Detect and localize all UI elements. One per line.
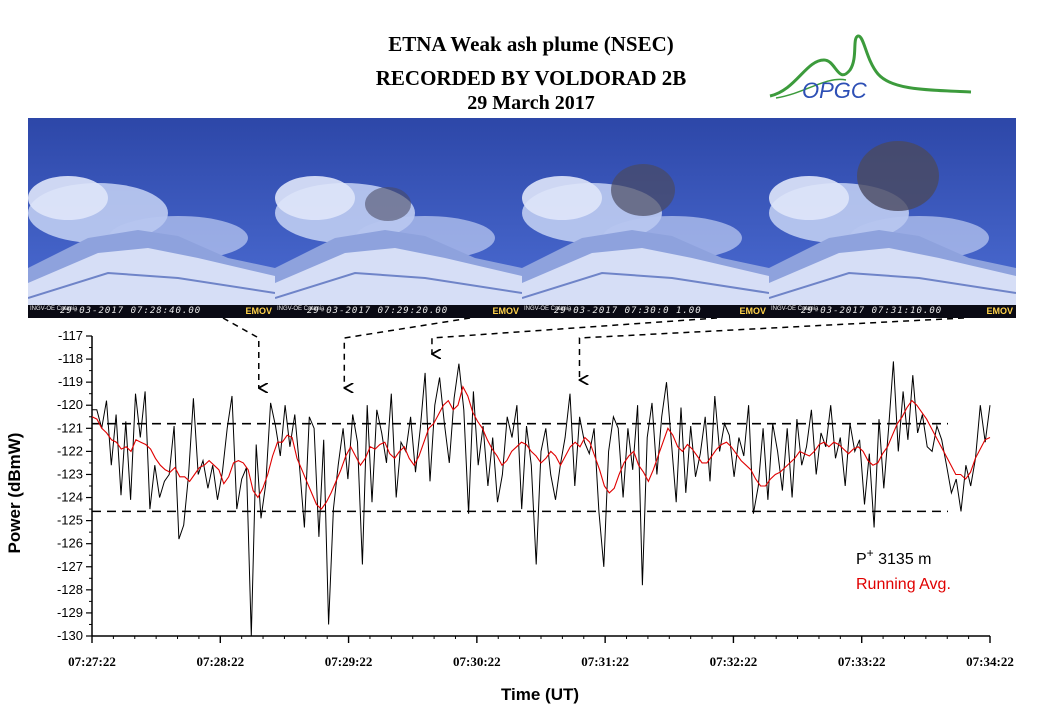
- power-chart: -117 -118 -119 -120 -121 -122 -123 -124 -125 -126…: [5, 318, 1014, 704]
- x-tick-label: 07:32:22: [710, 654, 758, 669]
- photo-brand: EMOV: [986, 306, 1013, 316]
- y-tick-label: -120: [57, 397, 83, 412]
- y-tick-label: -129: [57, 605, 83, 620]
- webcam-photo-strip: INGV-OE Catania 29-03-2017 07:28:40.00 EMO…: [28, 118, 1016, 318]
- x-tick-label: 07:33:22: [838, 654, 886, 669]
- webcam-photo-3: INGV-OE Catania 29-03-2017 07:30:0 1.00 EM…: [522, 118, 769, 318]
- institute-label: INGV-OE Catania: [524, 306, 572, 312]
- webcam-photo-2: INGV-OE Catania 29-03-2017 07:29:20.00 EMO…: [275, 118, 522, 318]
- institute-label: INGV-OE Catania: [771, 306, 819, 312]
- photo-connectors: [222, 318, 965, 388]
- legend: P+ 3135 m Running Avg.: [856, 546, 951, 593]
- y-axis: -117 -118 -119 -120 -121 -122 -123 -124 -125 -126…: [57, 328, 93, 643]
- x-axis-label: Time (UT): [501, 685, 579, 704]
- x-axis: 07:27:22 07:28:22 07:29:22 07:30:22 07:31:22…: [68, 635, 1014, 669]
- x-tick-label: 07:31:22: [581, 654, 629, 669]
- y-tick-label: -118: [58, 351, 83, 366]
- photo-brand: EMOV: [492, 306, 519, 316]
- photo-timestamp: 29-03-2017 07:30:0 1.00: [554, 306, 702, 316]
- y-tick-label: -117: [58, 328, 83, 343]
- photo-timestamp: 29-03-2017 07:29:20.00: [307, 306, 449, 316]
- photo-timestamp-bar: INGV-OE Catania 29-03-2017 07:29:20.00 EMO…: [275, 305, 522, 318]
- photo-brand: EMOV: [739, 306, 766, 316]
- logo-text: OPGC: [802, 78, 867, 103]
- photo-time-arrow: [432, 318, 718, 354]
- institute-label: INGV-OE Catania: [277, 306, 325, 312]
- photo-time-arrow: [579, 318, 965, 380]
- x-tick-label: 07:28:22: [196, 654, 244, 669]
- opgc-logo: OPGC: [766, 30, 976, 105]
- webcam-photo-4: INGV-OE Catania 29-03-2017 07:31:10.00 EMO…: [769, 118, 1016, 318]
- y-tick-label: -130: [57, 628, 83, 643]
- photo-timestamp: 29-03-2017 07:28:40.00: [60, 306, 202, 316]
- legend-entry-power: P+ 3135 m: [856, 546, 932, 568]
- title-line-2: RECORDED BY VOLDORAD 2B: [375, 66, 687, 90]
- series-line-power: [92, 361, 991, 637]
- institute-label: INGV-OE Catania: [30, 306, 78, 312]
- photo-timestamp-bar: INGV-OE Catania 29-03-2017 07:30:0 1.00 EM…: [522, 305, 769, 318]
- photo-timestamp-bar: INGV-OE Catania 29-03-2017 07:31:10.00 EMO…: [769, 305, 1016, 318]
- y-tick-label: -122: [57, 443, 83, 458]
- legend-entry-running-avg: Running Avg.: [856, 576, 951, 593]
- x-tick-label: 07:27:22: [68, 654, 116, 669]
- photo-brand: EMOV: [245, 306, 272, 316]
- title-line-1: ETNA Weak ash plume (NSEC): [388, 32, 674, 56]
- plot-area: [91, 361, 991, 637]
- y-tick-label: -124: [57, 490, 83, 505]
- x-tick-label: 07:34:22: [966, 654, 1014, 669]
- photo-timestamp: 29-03-2017 07:31:10.00: [801, 306, 943, 316]
- y-tick-label: -125: [57, 513, 83, 528]
- threshold-lines: [92, 422, 948, 513]
- y-tick-label: -119: [58, 374, 83, 389]
- y-tick-label: -127: [57, 559, 83, 574]
- photo-timestamp-bar: INGV-OE Catania 29-03-2017 07:28:40.00 EMO…: [28, 305, 275, 318]
- y-tick-label: -128: [57, 582, 83, 597]
- photo-time-arrow: [222, 318, 259, 388]
- y-axis-label: Power (dBmW): [5, 433, 24, 554]
- webcam-photo-1: INGV-OE Catania 29-03-2017 07:28:40.00 EMO…: [28, 118, 275, 318]
- y-tick-label: -121: [57, 420, 83, 435]
- x-tick-label: 07:30:22: [453, 654, 501, 669]
- y-tick-label: -126: [57, 536, 83, 551]
- x-tick-label: 07:29:22: [325, 654, 373, 669]
- y-tick-label: -123: [57, 466, 83, 481]
- photo-time-arrow: [344, 318, 471, 388]
- series-line-running-avg: [91, 385, 991, 510]
- title-line-3: 29 March 2017: [467, 92, 595, 114]
